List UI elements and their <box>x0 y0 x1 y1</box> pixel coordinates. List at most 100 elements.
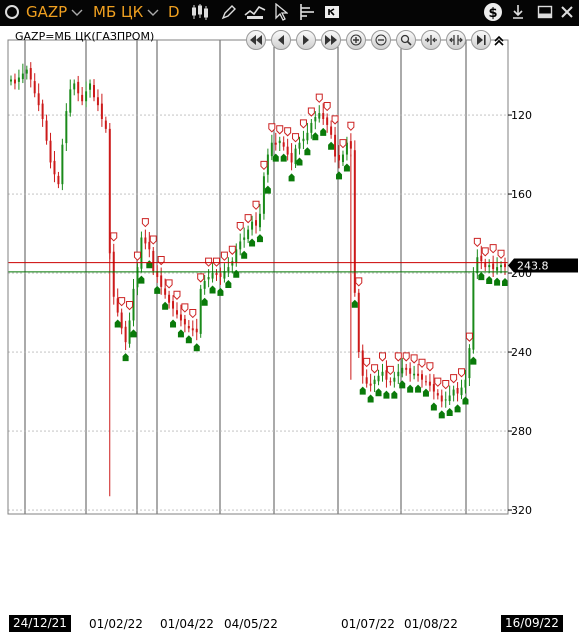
candle-body <box>203 280 206 289</box>
sell-signal-marker <box>442 380 450 390</box>
sell-signal-marker <box>181 303 189 313</box>
sell-signal-marker <box>126 301 134 311</box>
buy-signal-marker <box>304 147 311 156</box>
buy-signal-marker <box>217 287 224 296</box>
candle-body <box>164 288 167 295</box>
indicator-icon[interactable] <box>244 0 266 24</box>
zoom-out-icon[interactable] <box>371 30 391 50</box>
scroll-right-icon[interactable] <box>296 30 316 50</box>
buy-signal-marker <box>280 153 287 162</box>
buy-signal-marker <box>454 404 461 413</box>
date-label: 01/04/22 <box>160 617 214 631</box>
sell-signal-marker <box>260 160 268 171</box>
draw-pencil-icon[interactable] <box>221 0 237 24</box>
buy-signal-marker <box>201 297 208 306</box>
candle-body <box>45 120 48 141</box>
price-tag: 243.8 <box>508 258 578 273</box>
candle-body <box>136 267 139 288</box>
circle-menu-icon[interactable] <box>4 0 20 24</box>
candle-body <box>219 273 222 277</box>
order-book-icon[interactable] <box>323 0 341 24</box>
level-lines-icon[interactable] <box>298 0 316 24</box>
candle-body <box>393 377 396 382</box>
scroll-left-icon[interactable] <box>271 30 291 50</box>
expand-icon[interactable] <box>446 30 466 50</box>
candle-body <box>152 250 155 272</box>
candle-body <box>361 350 364 376</box>
compress-icon[interactable] <box>421 30 441 50</box>
buy-signal-marker <box>328 141 335 150</box>
candle-body <box>29 68 32 80</box>
sell-signal-marker <box>220 251 228 261</box>
buy-signal-marker <box>288 173 295 182</box>
ticker-dropdown-chevron-icon[interactable] <box>71 0 83 24</box>
buy-signal-marker <box>375 388 382 397</box>
buy-signal-marker <box>233 269 240 278</box>
candle-body <box>318 113 321 119</box>
sell-signal-marker <box>299 119 307 129</box>
scroll-end-icon[interactable] <box>321 30 341 50</box>
sell-signal-marker <box>307 107 315 117</box>
buy-signal-marker <box>415 384 422 393</box>
sell-signal-marker <box>284 127 292 137</box>
candle-body <box>421 374 424 380</box>
candle-body <box>496 267 499 271</box>
candle-body <box>100 103 103 119</box>
candle-body <box>468 348 471 379</box>
svg-text:243.8: 243.8 <box>517 260 549 273</box>
zoom-in-icon[interactable] <box>346 30 366 50</box>
market-label[interactable]: МБ ЦК <box>93 3 144 21</box>
candle-style-icon[interactable] <box>191 0 211 24</box>
cursor-arrow-icon[interactable] <box>274 0 288 24</box>
y-tick-label: 120 <box>511 109 532 122</box>
collapse-panel-icon[interactable] <box>494 32 504 51</box>
candle-body <box>373 379 376 385</box>
buy-signal-marker <box>486 276 493 285</box>
market-dropdown-chevron-icon[interactable] <box>147 0 159 24</box>
date-label: 01/02/22 <box>89 617 143 631</box>
candle-body <box>262 176 265 214</box>
buy-signal-marker <box>438 410 445 419</box>
y-tick-label: 160 <box>511 188 532 201</box>
candle-body <box>69 89 72 113</box>
dollar-icon[interactable]: $ <box>483 0 503 24</box>
sell-signal-marker <box>268 123 276 133</box>
sell-signal-marker <box>228 245 236 255</box>
sell-signal-marker <box>118 297 126 307</box>
candle-body <box>227 267 230 272</box>
candle-body <box>365 377 368 384</box>
interval-label[interactable]: D <box>168 3 180 21</box>
scroll-start-icon[interactable] <box>246 30 266 50</box>
sell-signal-marker <box>189 308 197 319</box>
buy-signal-marker <box>241 250 248 259</box>
sell-signal-marker <box>458 368 466 378</box>
candle-body <box>357 292 360 353</box>
sell-signal-marker <box>481 247 489 257</box>
candle-body <box>472 273 475 350</box>
download-icon[interactable] <box>511 0 525 24</box>
sell-signal-marker <box>465 332 473 342</box>
sell-signal-marker <box>133 251 141 261</box>
ticker-label[interactable]: GAZP <box>26 3 68 21</box>
candle-body <box>409 368 412 374</box>
go-last-icon[interactable] <box>471 30 491 50</box>
candle-body <box>413 373 416 376</box>
sell-signal-marker <box>410 354 418 364</box>
candle-body <box>270 142 273 157</box>
candle-body <box>120 312 123 329</box>
candle-body <box>488 265 491 268</box>
buy-signal-marker <box>470 356 477 365</box>
chart-area[interactable]: 320 280 240 200 160 120 243.8 GAZP=МБ ЦК(ГАЗП… <box>0 26 579 612</box>
minimize-icon[interactable] <box>537 0 553 24</box>
candle-body <box>341 154 344 163</box>
buy-signal-marker <box>193 343 200 352</box>
magnifier-icon[interactable] <box>396 30 416 50</box>
candle-body <box>65 111 68 144</box>
candle-body <box>266 154 269 175</box>
candle-body <box>251 221 254 230</box>
candle-body <box>207 277 210 280</box>
buy-signal-marker <box>162 301 169 310</box>
close-icon[interactable] <box>560 0 574 24</box>
candle-body <box>314 117 317 122</box>
